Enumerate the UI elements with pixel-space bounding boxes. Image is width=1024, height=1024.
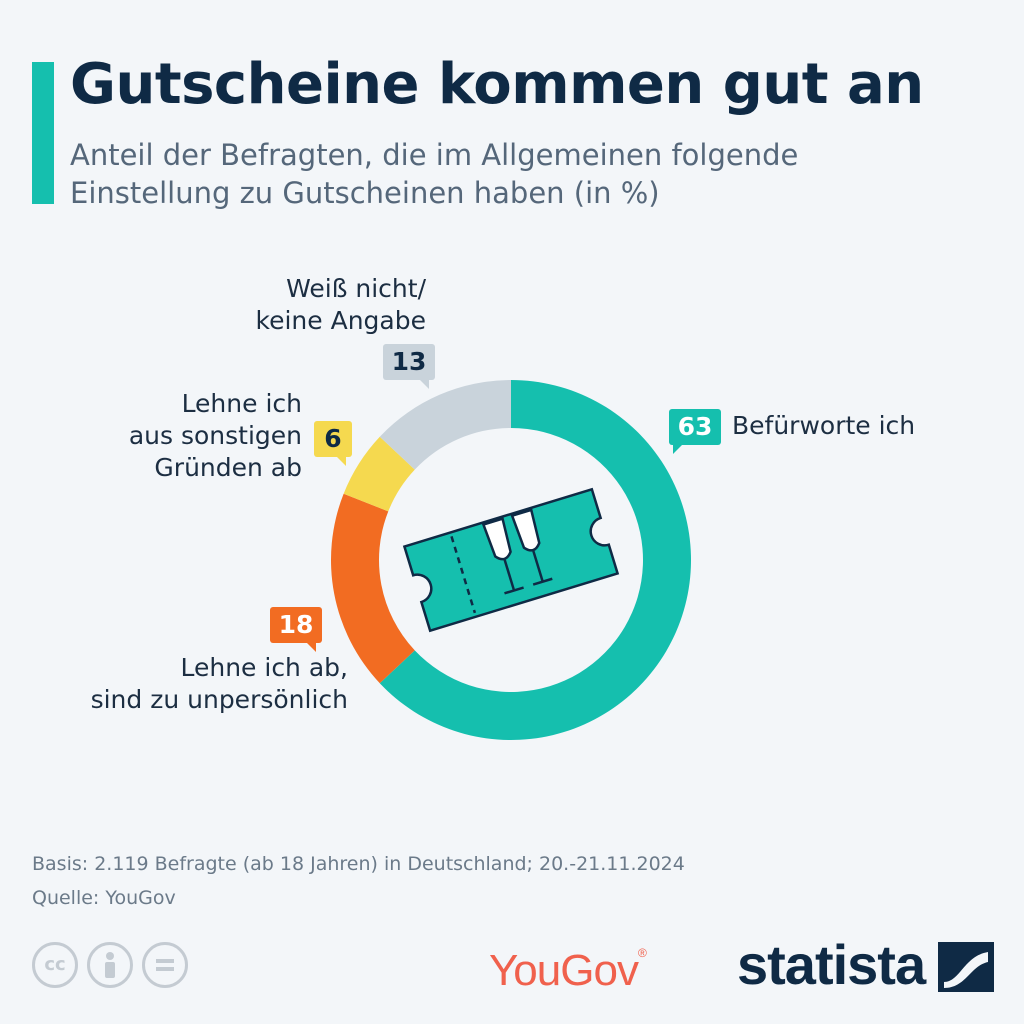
chart-title: Gutscheine kommen gut an <box>70 52 924 117</box>
slice-unpersoenlich <box>331 493 415 684</box>
statista-wordmark[interactable]: statista <box>737 933 926 996</box>
label-unpersoenlich: Lehne ich ab, sind zu unpersönlich <box>90 653 348 714</box>
license-icons: cc <box>32 942 192 988</box>
ticket-icon <box>402 487 620 633</box>
slice-sonstige <box>343 436 415 512</box>
equals-icon[interactable] <box>142 942 189 988</box>
cc-icon[interactable]: cc <box>32 942 78 988</box>
badge-unpersoenlich: 18 <box>270 607 322 652</box>
person-icon[interactable] <box>87 942 134 988</box>
badge-befuerworte: 63 <box>669 409 721 454</box>
champagne-glasses-icon <box>481 508 553 595</box>
statista-logo-icon[interactable] <box>938 942 994 992</box>
footer-basis: Basis: 2.119 Befragte (ab 18 Jahren) in … <box>32 853 685 875</box>
label-weiss-nicht: Weiß nicht/ keine Angabe <box>255 274 426 335</box>
badge-sonstige: 6 <box>314 421 352 466</box>
chart-subtitle: Anteil der Befragten, die im Allgemeinen… <box>70 138 799 210</box>
slice-weiss-nicht <box>379 380 511 470</box>
badge-weiss-nicht: 13 <box>383 344 435 389</box>
yougov-wordmark: YouGov <box>489 946 639 995</box>
label-sonstige: Lehne ich aus sonstigen Gründen ab <box>128 389 302 482</box>
slice-befuerworte <box>379 380 692 740</box>
label-befuerworte: Befürworte ich <box>732 411 916 440</box>
footer-source: Quelle: YouGov <box>32 887 176 909</box>
accent-bar <box>32 62 54 204</box>
yougov-logo[interactable]: YouGov® <box>489 946 647 995</box>
